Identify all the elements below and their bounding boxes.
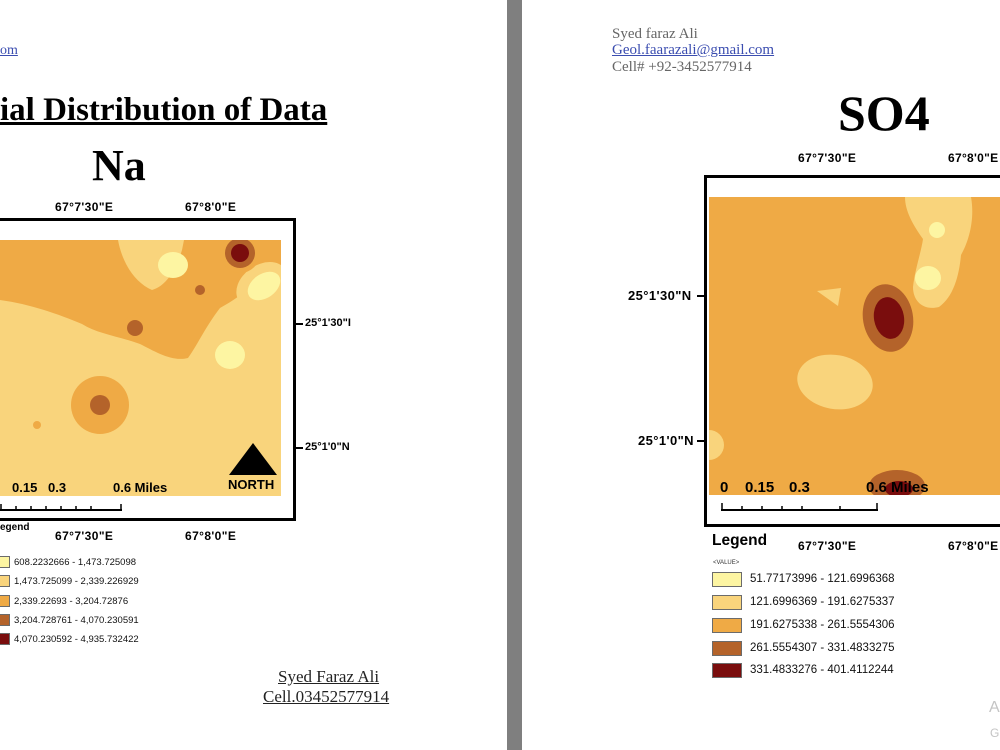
legend-item-label: 4,070.230592 - 4,935.732422 [14,634,139,645]
page-right: Syed faraz Ali Geol.faarazali@gmail.com … [522,0,1000,750]
map-zone-class-1 [215,341,245,369]
hotspot-core [885,481,913,495]
legend-swatch [712,618,742,633]
os-watermark-text: G [990,726,1000,740]
coord-label-top-left: 67°7'30"E [798,151,857,165]
legend-swatch [712,641,742,656]
north-label: NORTH [228,477,275,492]
hotspot-core [231,244,249,262]
legend-item-label: 3,204.728761 - 4,070.230591 [14,615,139,626]
coord-tick [296,447,303,449]
hotspot-core [873,297,905,339]
legend-value-label: <VALUE> [713,560,740,566]
parameter-heading: Na [92,141,146,190]
os-watermark-text: A [989,699,1000,716]
legend-item-label: 51.77173996 - 121.6996368 [750,573,895,585]
coord-label-side-upper: 25°1'30"N [628,288,692,303]
legend-item-label: 1,473.725099 - 2,339.226929 [14,576,139,587]
legend-item-label: 191.6275338 - 261.5554306 [750,619,895,631]
scale-label: 0.6 Miles [866,479,929,496]
legend-item-label: 2,339.22693 - 3,204.72876 [14,596,129,607]
email-link-fragment[interactable]: om [0,43,18,58]
page-title: ial Distribution of Data [0,92,328,128]
parameter-heading: SO4 [838,85,930,141]
author-email-link[interactable]: Geol.faarazali@gmail.com [612,42,775,58]
scale-label: 0 [720,479,729,496]
scale-label: 0.3 [789,479,810,496]
scale-label: 0.6 Miles [113,480,168,495]
signature-name: Syed Faraz Ali [278,667,380,686]
north-arrow-icon [229,443,277,475]
legend-swatch [0,575,10,587]
legend-item-label: 121.6996369 - 191.6275337 [750,596,895,608]
hotspot-core [127,320,143,336]
map-zone-class-1 [158,252,188,278]
map-zone-class-3 [0,240,281,359]
map-frame [704,175,1000,527]
coord-label-top-right: 67°8'0"E [185,200,237,214]
legend-swatch [712,572,742,587]
map-zone-class-2-tongue [118,240,184,290]
coord-label-side-lower: 25°1'0"N [638,433,694,448]
coord-label-top-right: 67°8'0"E [948,151,999,165]
coord-label-top-left: 67°7'30"E [55,200,114,214]
scale-bar [0,504,122,511]
legend-swatch [712,663,742,678]
scale-label: 0.15 [12,480,38,495]
legend-swatch [0,556,10,568]
map-raster-so4 [709,197,1000,495]
scale-bar [721,503,878,511]
legend-item-label: 261.5554307 - 331.4833275 [750,642,895,654]
legend-swatch [712,595,742,610]
legend-item-label: 608.2232666 - 1,473.725098 [14,557,137,568]
scale-label: 0.15 [745,479,775,496]
coord-label-side-lower: 25°1'0"N [305,441,350,453]
map-zone-class-2 [797,354,873,410]
legend-swatch [0,614,10,626]
author-cell: Cell# +92-3452577914 [612,59,752,75]
coord-tick [697,440,705,442]
map-zone-class-1 [247,271,281,301]
coord-label-side-upper: 25°1'30"I [305,317,351,329]
legend-title: egend [0,522,30,533]
coord-label-bottom-left: 67°7'30"E [55,529,114,543]
legend-swatch [0,595,10,607]
coord-label-bottom-left: 67°7'30"E [798,539,857,553]
legend-item-label: 331.4833276 - 401.4112244 [750,664,894,676]
map-zone-class-1 [929,222,945,238]
map-zone-class-1 [915,266,941,290]
coord-label-bottom-right: 67°8'0"E [948,539,999,553]
author-name: Syed faraz Ali [612,26,698,42]
coord-tick [296,323,303,325]
map-frame [0,218,296,521]
map-raster-na [0,240,281,496]
map-zone-class-2 [817,288,841,306]
legend-swatch [0,633,10,645]
hotspot-core [90,395,110,415]
page-left: om ial Distribution of Data Na 67°7'30"E… [0,43,390,706]
legend-title: Legend [712,532,768,549]
page-divider [507,0,522,750]
hotspot-dot [33,421,41,429]
signature-cell: Cell.03452577914 [263,687,390,706]
hotspot-core [195,285,205,295]
scale-label: 0.3 [48,480,67,495]
coord-label-bottom-right: 67°8'0"E [185,529,237,543]
map-zone-class-2 [709,430,724,460]
coord-tick [697,295,705,297]
